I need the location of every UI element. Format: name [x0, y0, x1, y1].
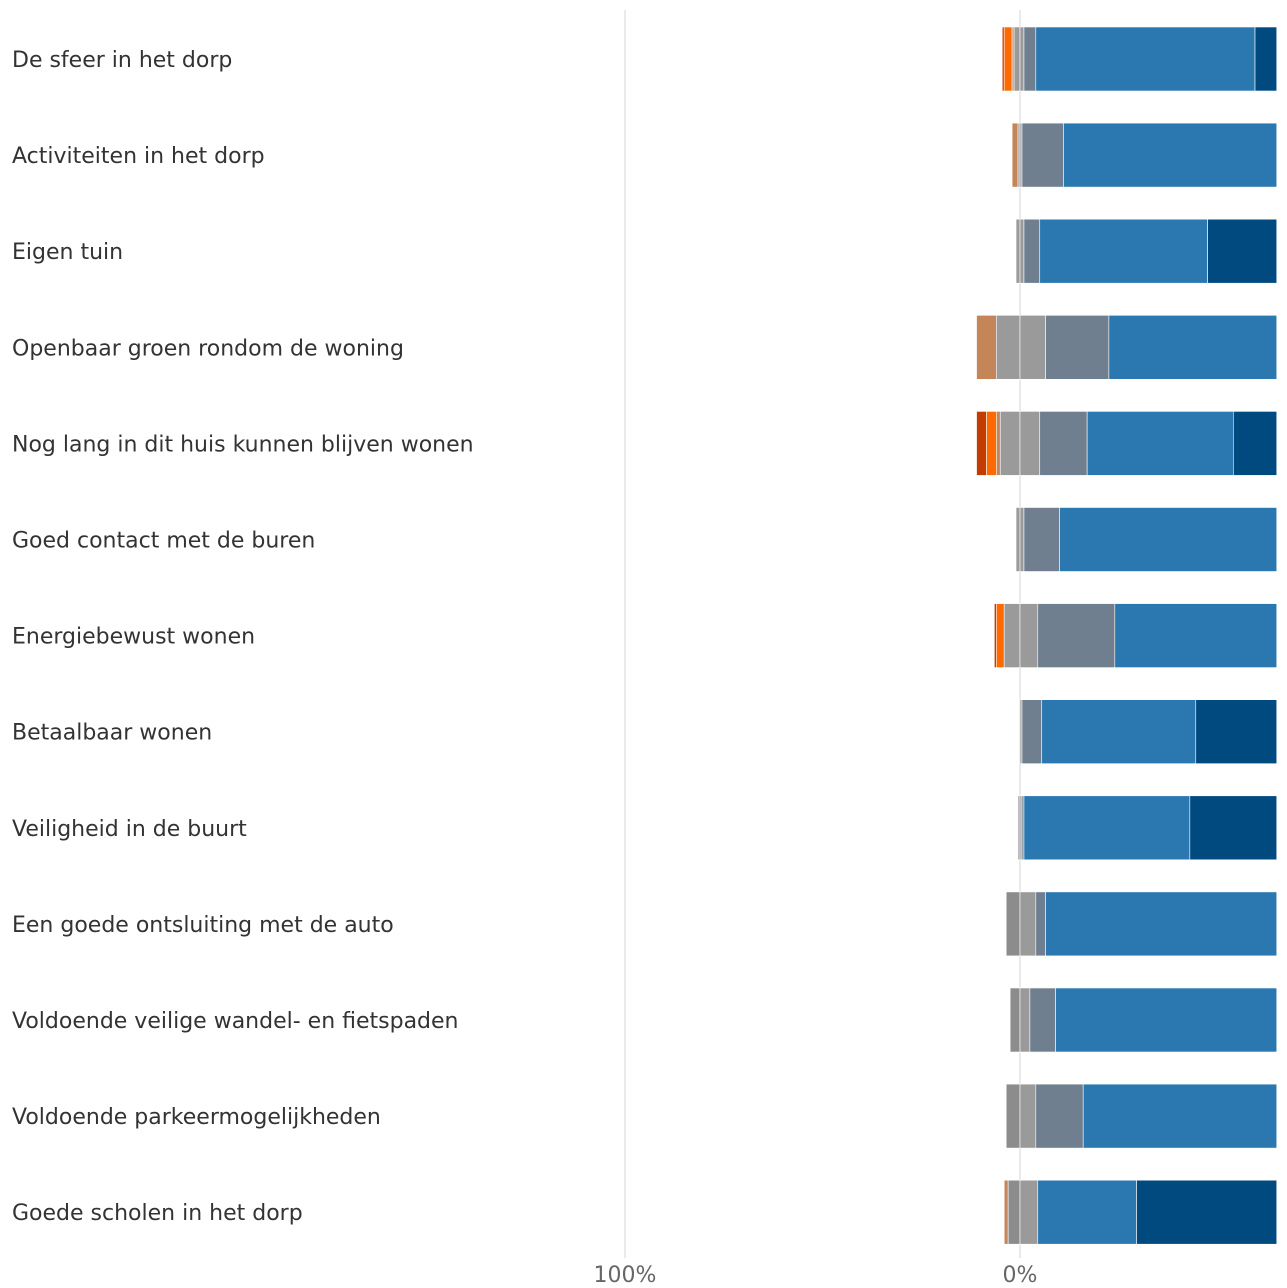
bar-segment-6-2	[1003, 603, 1021, 668]
bar-segment-11-0	[1005, 1083, 1021, 1149]
bar-segment-12-4	[1136, 1179, 1278, 1245]
bar-segment-4-6	[1086, 411, 1234, 476]
category-labels: De sfeer in het dorp Activiteiten in het …	[12, 48, 474, 1226]
bar-segment-7-1	[1021, 699, 1043, 765]
bar-segment-5-1	[1019, 507, 1025, 572]
bar-segment-10-2	[1029, 987, 1056, 1053]
category-label-10: Voldoende veilige wandel- en fietspaden	[12, 1009, 459, 1034]
x-tick-label-0: 100%	[594, 1263, 657, 1288]
bar-segment-6-4	[1037, 603, 1116, 668]
bar-segment-9-1	[1019, 891, 1037, 957]
bar-segment-12-3	[1037, 1179, 1137, 1245]
bar-segment-7-3	[1195, 699, 1278, 765]
category-label-11: Voldoende parkeermogelijkheden	[12, 1105, 381, 1130]
bars	[976, 26, 1278, 1245]
bar-row-6	[994, 603, 1278, 668]
bar-segment-6-1	[995, 603, 1005, 668]
bar-segment-9-0	[1005, 891, 1021, 957]
bar-segment-4-4	[1019, 411, 1041, 476]
bar-segment-10-3	[1055, 987, 1278, 1053]
bar-row-12	[1003, 1179, 1278, 1245]
category-label-5: Goed contact met de buren	[12, 529, 315, 554]
bar-segment-12-1	[1007, 1179, 1021, 1245]
bar-segment-4-7	[1233, 411, 1278, 476]
bar-segment-5-0	[1015, 507, 1021, 572]
bar-row-8	[1017, 795, 1278, 861]
bar-segment-4-5	[1039, 411, 1088, 476]
bar-segment-6-5	[1114, 603, 1278, 668]
category-label-3: Openbaar groen rondom de woning	[12, 336, 404, 361]
bar-row-3	[976, 314, 1278, 380]
category-label-2: Eigen tuin	[12, 240, 123, 265]
bar-segment-2-1	[1019, 218, 1025, 284]
bar-segment-4-3	[999, 411, 1021, 476]
bar-segment-1-3	[1021, 122, 1064, 188]
bar-row-7	[1019, 699, 1278, 765]
x-tick-labels: 100% 0%	[594, 1263, 1038, 1288]
category-label-6: Energiebewust wonen	[12, 625, 255, 650]
bar-segment-0-4	[1019, 26, 1025, 92]
bar-segment-10-1	[1019, 987, 1031, 1053]
bar-segment-11-2	[1035, 1083, 1084, 1149]
bar-segment-12-0	[1003, 1179, 1009, 1245]
bar-segment-6-3	[1019, 603, 1039, 668]
bar-segment-8-4	[1189, 795, 1278, 861]
bar-segment-11-1	[1019, 1083, 1037, 1149]
bar-segment-9-3	[1045, 891, 1278, 957]
bar-segment-0-6	[1035, 26, 1256, 92]
bar-segment-5-2	[1023, 507, 1060, 572]
category-label-8: Veiligheid in de buurt	[12, 817, 247, 842]
bar-row-2	[1015, 218, 1278, 284]
category-label-7: Betaalbaar wonen	[12, 721, 212, 746]
bar-segment-2-3	[1039, 218, 1208, 284]
bar-segment-3-3	[1045, 314, 1110, 380]
bar-segment-0-7	[1254, 26, 1278, 92]
x-tick-label-1: 0%	[1003, 1263, 1038, 1288]
bar-segment-5-3	[1059, 507, 1278, 572]
bar-segment-1-0	[1011, 122, 1019, 188]
bar-segment-8-3	[1023, 795, 1191, 861]
bar-segment-2-4	[1207, 218, 1278, 284]
bar-row-11	[1005, 1083, 1278, 1149]
bar-segment-4-2	[995, 411, 1001, 476]
category-label-0: De sfeer in het dorp	[12, 48, 232, 73]
bar-row-1	[1011, 122, 1278, 188]
bar-segment-9-2	[1035, 891, 1046, 957]
gridlines	[624, 10, 1021, 1258]
bar-segment-3-0	[976, 314, 997, 380]
bar-segment-2-0	[1015, 218, 1021, 284]
bar-segment-1-4	[1063, 122, 1278, 188]
bar-segment-10-0	[1009, 987, 1021, 1053]
bar-row-0	[1001, 26, 1278, 92]
category-label-9: Een goede ontsluiting met de auto	[12, 913, 394, 938]
bar-row-4	[976, 411, 1278, 476]
bar-segment-2-2	[1023, 218, 1041, 284]
bar-segment-12-2	[1019, 1179, 1039, 1245]
bar-segment-0-3	[1013, 26, 1021, 92]
category-label-1: Activiteiten in het dorp	[12, 144, 265, 169]
bar-row-9	[1005, 891, 1278, 957]
bar-segment-4-0	[976, 411, 987, 476]
bar-segment-3-1	[995, 314, 1021, 380]
bar-segment-11-3	[1082, 1083, 1278, 1149]
bar-row-5	[1015, 507, 1278, 572]
bar-segment-0-1	[1003, 26, 1013, 92]
bar-segment-4-1	[986, 411, 997, 476]
category-label-12: Goede scholen in het dorp	[12, 1201, 303, 1226]
bar-segment-0-5	[1023, 26, 1037, 92]
bar-segment-7-2	[1041, 699, 1197, 765]
category-label-4: Nog lang in dit huis kunnen blijven wone…	[12, 432, 474, 457]
bar-segment-3-2	[1019, 314, 1046, 380]
bar-row-10	[1009, 987, 1278, 1053]
bar-segment-3-4	[1108, 314, 1278, 380]
